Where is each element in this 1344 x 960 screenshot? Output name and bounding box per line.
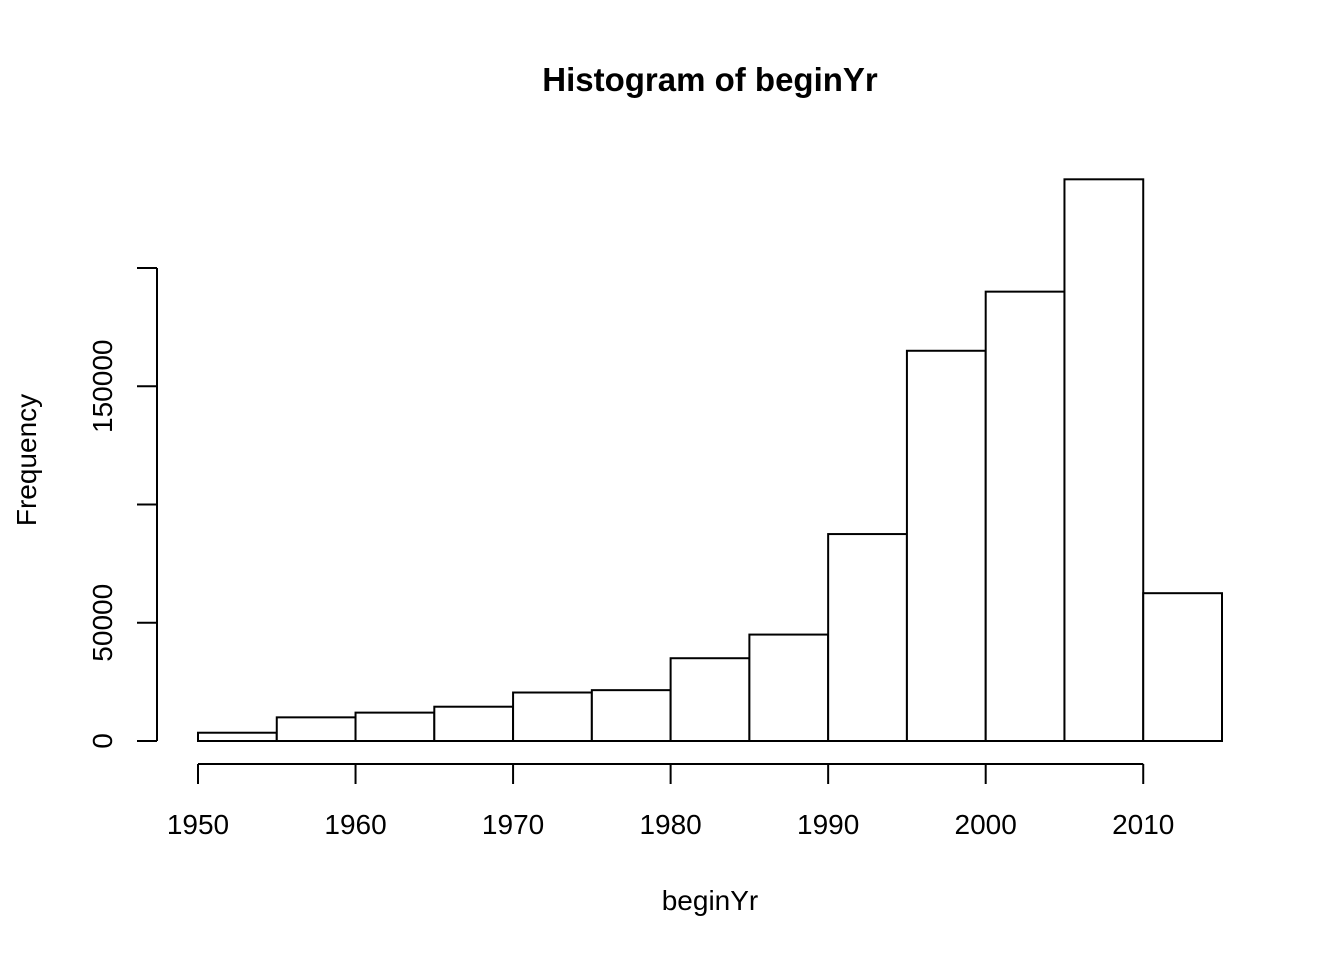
histogram-bar-1955-1960 xyxy=(275,716,357,742)
chart-title: Histogram of beginYr xyxy=(542,61,878,98)
histogram-bar-1975-1980 xyxy=(590,689,672,743)
histogram-bar-1980-1985 xyxy=(669,657,751,742)
x-tick-label-2000: 2000 xyxy=(955,809,1017,840)
histogram-bar-1995-2000 xyxy=(905,349,987,742)
x-tick-label-1990: 1990 xyxy=(797,809,859,840)
x-axis: 1950 1960 1970 1980 1990 2000 2010 xyxy=(167,763,1174,840)
y-tick-label-0: 0 xyxy=(87,733,118,749)
histogram-bar-1985-1990 xyxy=(748,633,830,743)
x-tick-label-1950: 1950 xyxy=(167,809,229,840)
y-axis-label: Frequency xyxy=(11,394,42,526)
x-tick-label-2010: 2010 xyxy=(1112,809,1174,840)
histogram-bar-2010-2015 xyxy=(1142,592,1223,742)
x-axis-label: beginYr xyxy=(662,885,759,916)
histogram-bar-1950-1955 xyxy=(197,731,278,742)
histogram-bar-1960-1965 xyxy=(354,711,436,742)
histogram-bar-1965-1970 xyxy=(433,705,515,743)
y-tick-label-50000: 50000 xyxy=(87,584,118,662)
x-tick-label-1980: 1980 xyxy=(639,809,701,840)
y-axis: 0 50000 150000 xyxy=(87,267,158,749)
y-tick-label-150000: 150000 xyxy=(87,340,118,433)
histogram-bar-2005-2010 xyxy=(1063,178,1145,742)
x-tick-label-1960: 1960 xyxy=(324,809,386,840)
bars-group xyxy=(197,178,1223,743)
x-tick-label-1970: 1970 xyxy=(482,809,544,840)
histogram-bar-1990-1995 xyxy=(827,533,908,742)
histogram-bar-1970-1975 xyxy=(512,691,593,743)
histogram-bar-2000-2005 xyxy=(984,290,1066,742)
